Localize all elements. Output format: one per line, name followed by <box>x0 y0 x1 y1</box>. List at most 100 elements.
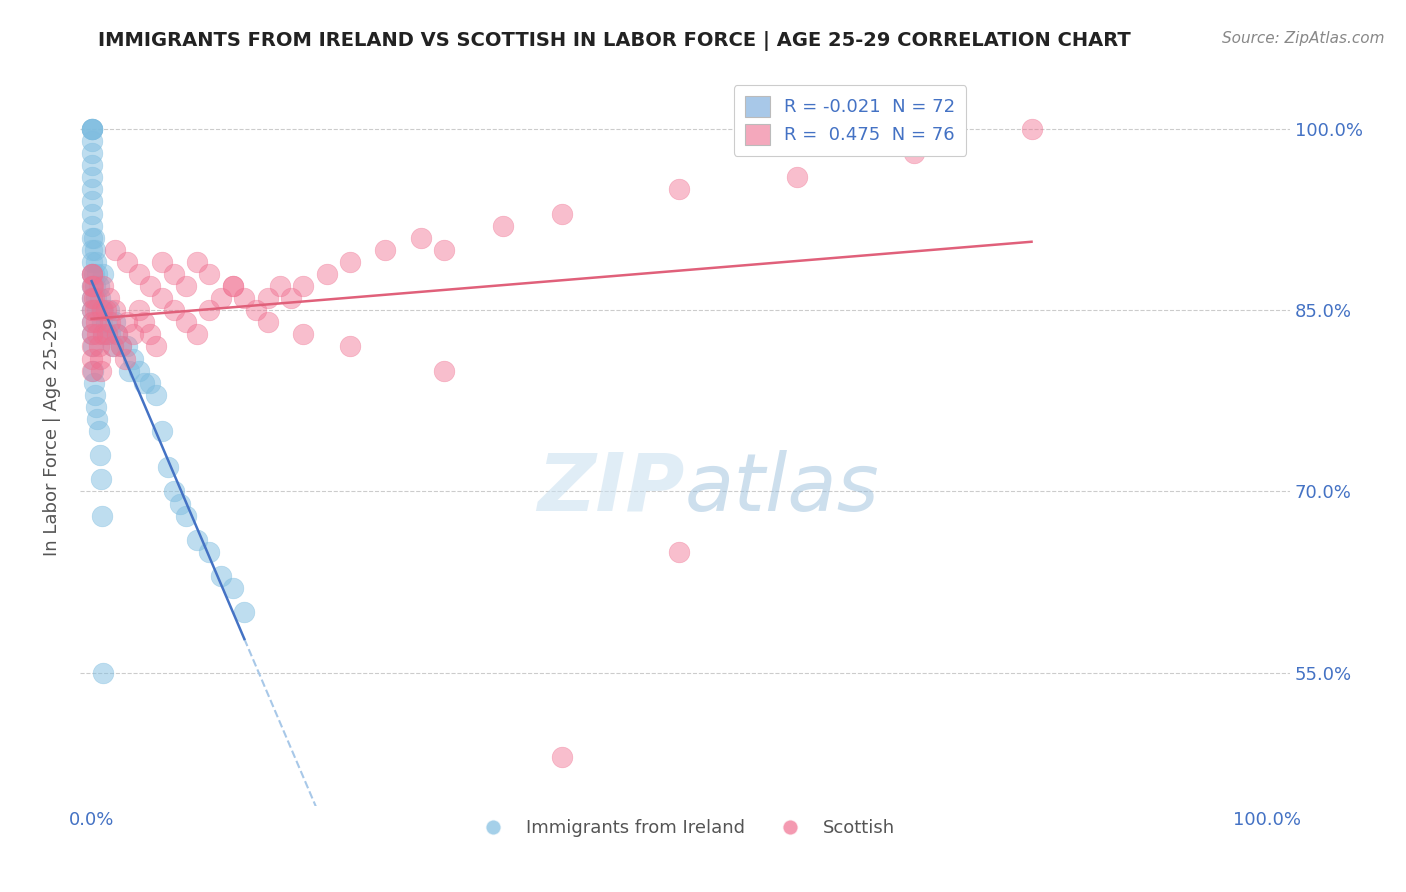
Point <box>80 170 103 185</box>
Point <box>433 243 456 257</box>
Point <box>86 315 108 329</box>
Legend: Immigrants from Ireland, Scottish: Immigrants from Ireland, Scottish <box>468 812 901 845</box>
Point <box>1021 122 1043 136</box>
Point <box>80 279 103 293</box>
Point <box>134 315 156 329</box>
Point <box>100 327 122 342</box>
Point <box>94 315 117 329</box>
Point <box>83 291 105 305</box>
Point <box>80 267 103 281</box>
Point <box>145 388 167 402</box>
Point <box>257 315 280 329</box>
Point <box>139 327 162 342</box>
Point <box>121 327 143 342</box>
Point <box>80 364 103 378</box>
Point <box>90 303 112 318</box>
Point <box>80 291 103 305</box>
Point <box>121 351 143 366</box>
Point <box>83 230 105 244</box>
Point <box>89 351 111 366</box>
Point <box>156 460 179 475</box>
Point <box>98 291 121 305</box>
Point <box>80 339 103 353</box>
Point <box>101 339 124 353</box>
Point <box>101 339 124 353</box>
Point <box>104 243 127 257</box>
Point <box>128 267 150 281</box>
Point <box>257 291 280 305</box>
Point <box>433 364 456 378</box>
Point <box>233 291 256 305</box>
Point <box>82 339 104 353</box>
Point <box>80 303 103 318</box>
Point <box>186 327 208 342</box>
Text: IMMIGRANTS FROM IRELAND VS SCOTTISH IN LABOR FORCE | AGE 25-29 CORRELATION CHART: IMMIGRANTS FROM IRELAND VS SCOTTISH IN L… <box>98 31 1132 51</box>
Point <box>315 267 337 281</box>
Point <box>115 255 138 269</box>
Point <box>80 134 103 148</box>
Point <box>93 327 115 342</box>
Point <box>86 400 108 414</box>
Point <box>84 243 107 257</box>
Point <box>115 339 138 353</box>
Point <box>80 291 103 305</box>
Point <box>80 315 103 329</box>
Point <box>100 315 122 329</box>
Point <box>80 206 103 220</box>
Point <box>128 303 150 318</box>
Point <box>86 303 108 318</box>
Point <box>104 303 127 318</box>
Point <box>198 267 221 281</box>
Point <box>174 279 197 293</box>
Point <box>245 303 267 318</box>
Point <box>89 448 111 462</box>
Point <box>269 279 291 293</box>
Point <box>209 569 232 583</box>
Point <box>83 376 105 390</box>
Point <box>668 182 690 196</box>
Point <box>93 279 115 293</box>
Point <box>84 303 107 318</box>
Point <box>221 279 243 293</box>
Point <box>84 388 107 402</box>
Point <box>163 303 186 318</box>
Point <box>82 364 104 378</box>
Point <box>80 194 103 209</box>
Point <box>198 303 221 318</box>
Point <box>86 291 108 305</box>
Point <box>114 351 136 366</box>
Point <box>150 424 173 438</box>
Point <box>91 508 114 523</box>
Point <box>80 315 103 329</box>
Point <box>96 327 118 342</box>
Point <box>107 327 129 342</box>
Point <box>409 230 432 244</box>
Point <box>221 279 243 293</box>
Point <box>80 122 103 136</box>
Point <box>87 339 110 353</box>
Point <box>150 255 173 269</box>
Point <box>339 339 361 353</box>
Point <box>90 472 112 486</box>
Point <box>292 279 315 293</box>
Point <box>150 291 173 305</box>
Point <box>80 327 103 342</box>
Text: atlas: atlas <box>685 450 880 528</box>
Point <box>280 291 302 305</box>
Point <box>86 327 108 342</box>
Point <box>94 303 117 318</box>
Point <box>134 376 156 390</box>
Point <box>128 364 150 378</box>
Point <box>86 412 108 426</box>
Point <box>80 219 103 233</box>
Point <box>492 219 515 233</box>
Point <box>110 339 132 353</box>
Point <box>80 267 103 281</box>
Point <box>174 315 197 329</box>
Point <box>80 122 103 136</box>
Point <box>169 497 191 511</box>
Point <box>139 376 162 390</box>
Point <box>139 279 162 293</box>
Point <box>115 315 138 329</box>
Point <box>550 750 572 764</box>
